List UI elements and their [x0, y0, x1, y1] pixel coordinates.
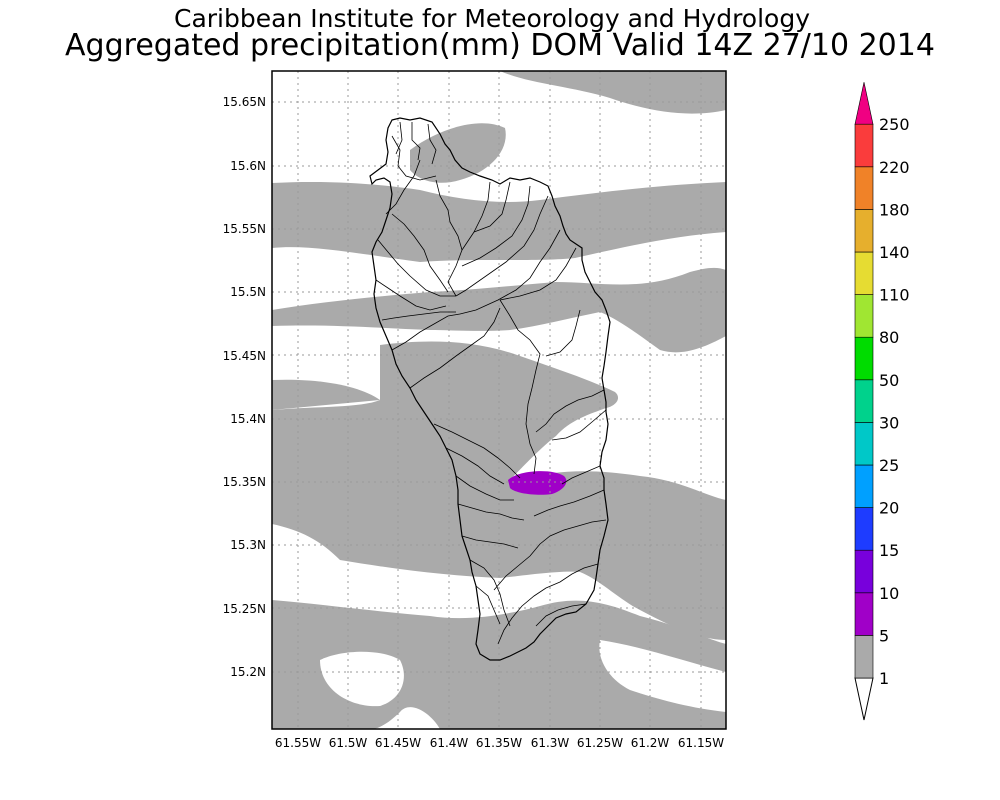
legend-label: 5 [879, 626, 889, 645]
lon-tick-label: 61.3W [531, 736, 570, 750]
lat-tick-label: 15.35N [223, 475, 266, 489]
legend-label: 140 [879, 243, 910, 262]
legend-label: 30 [879, 413, 899, 432]
legend-swatch [854, 549, 874, 594]
legend-label: 50 [879, 371, 899, 390]
legend-swatch [854, 166, 874, 210]
lat-tick-label: 15.2N [230, 665, 266, 679]
precip-area [599, 640, 726, 712]
lat-tick-label: 15.65N [223, 95, 266, 109]
legend-swatch [854, 507, 874, 551]
legend-label: 180 [879, 200, 910, 219]
legend-label: 1 [879, 669, 889, 688]
legend-swatch [854, 635, 874, 679]
lon-axis: 61.55W 61.5W 61.45W 61.4W 61.35W 61.3W 6… [275, 736, 724, 750]
precip-area [455, 520, 597, 560]
precip-area [272, 379, 380, 410]
lon-tick-label: 61.2W [631, 736, 670, 750]
legend-swatch [854, 209, 874, 253]
lat-tick-label: 15.45N [223, 349, 266, 363]
lat-tick-label: 15.6N [230, 159, 266, 173]
lon-tick-label: 61.15W [678, 736, 724, 750]
legend-swatch [854, 422, 874, 466]
legend-label: 80 [879, 328, 899, 347]
lat-tick-label: 15.5N [230, 285, 266, 299]
lon-tick-label: 61.4W [430, 736, 469, 750]
precip-area [272, 341, 619, 490]
island-outline [369, 117, 611, 661]
legend-swatch [854, 251, 874, 295]
lat-axis: 15.2N 15.25N 15.3N 15.35N 15.4N 15.45N 1… [223, 95, 266, 679]
legend-arrow-top [854, 82, 874, 125]
precip-area [500, 71, 726, 114]
legend-swatch [854, 592, 874, 636]
legend-swatch [854, 336, 874, 381]
legend-label: 15 [879, 541, 899, 560]
precip-area [410, 123, 506, 183]
chart-title: Caribbean Institute for Meteorology and … [174, 4, 810, 33]
lat-tick-label: 15.4N [230, 412, 266, 426]
lat-tick-label: 15.25N [223, 602, 266, 616]
lon-tick-label: 61.55W [275, 736, 321, 750]
legend-swatch [854, 123, 874, 168]
lat-tick-label: 15.3N [230, 538, 266, 552]
legend-arrow-bottom [854, 677, 874, 721]
lon-tick-label: 61.5W [329, 736, 368, 750]
legend-label: 25 [879, 456, 899, 475]
legend-swatch [854, 379, 874, 423]
legend-label: 220 [879, 158, 910, 177]
precip-area [320, 651, 404, 707]
precip-5-10-area [508, 471, 567, 495]
river-network [375, 121, 607, 645]
legend-swatch [854, 464, 874, 508]
legend-swatch [854, 294, 874, 338]
legend-label: 20 [879, 499, 899, 518]
legend-label: 10 [879, 584, 899, 603]
lon-tick-label: 61.25W [577, 736, 623, 750]
map-frame [271, 70, 727, 730]
legend-label: 250 [879, 115, 910, 134]
lon-tick-label: 61.45W [375, 736, 421, 750]
grid-lines [272, 71, 726, 729]
chart-subtitle: Aggregated precipitation(mm) DOM Valid 1… [65, 28, 935, 63]
lat-tick-label: 15.55N [223, 222, 266, 236]
lon-tick-label: 61.35W [476, 736, 522, 750]
legend-label: 110 [879, 286, 910, 305]
